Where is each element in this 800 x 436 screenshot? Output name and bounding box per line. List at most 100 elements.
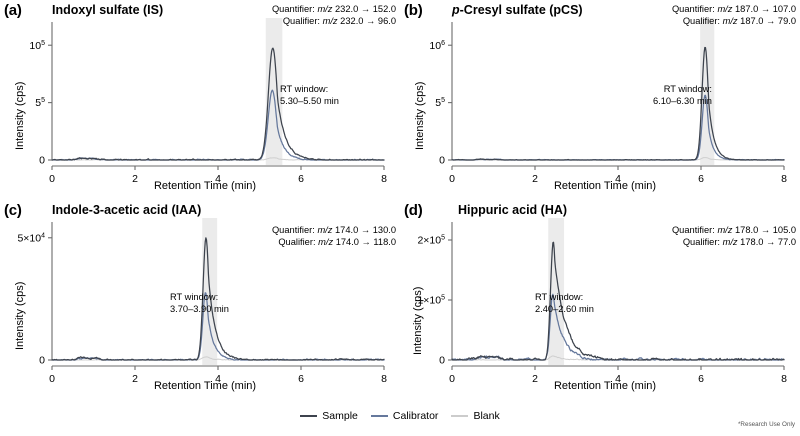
panel-d-x-axis-label: Retention Time (min) <box>553 380 657 392</box>
x-tick-label: 0 <box>49 173 55 185</box>
panel-d: (d) Hippuric acid (HA) Quantifier: m/z 1… <box>400 200 800 398</box>
panel-a-rt-window-annotation: RT window: 5.30–5.50 min <box>280 84 339 107</box>
mz-label: m/z <box>322 16 338 27</box>
legend-label-blank: Blank <box>473 410 500 422</box>
x-tick-label: 4 <box>215 173 221 185</box>
x-tick-label: 6 <box>698 173 704 185</box>
panel-d-rt-window-value: 2.40–2.60 min <box>535 303 594 314</box>
trace-sample <box>51 237 385 361</box>
footnote-research-use-only: *Research Use Only <box>737 421 795 428</box>
y-tick-label: 0 <box>439 155 445 167</box>
panel-d-mrm-transitions: Quantifier: m/z 178.0 → 105.0 Qualifier:… <box>672 224 796 248</box>
panel-a-mrm-transitions: Quantifier: m/z 232.0 → 152.0 Qualifier:… <box>272 3 396 27</box>
y-tick-label: 0 <box>39 155 45 167</box>
panel-a-title: Indoxyl sulfate (IS) <box>52 3 164 17</box>
x-tick-label: 0 <box>449 173 455 185</box>
trace-calibrator <box>451 94 785 161</box>
panel-a-quantifier: Quantifier: m/z 232.0 → 152.0 <box>271 4 396 14</box>
y-tick-label: 5×104 <box>17 232 45 244</box>
legend-swatch-calibrator <box>370 415 388 417</box>
x-tick-label: 2 <box>532 173 538 185</box>
panel-b-plot: 0 55 106 0 2 4 6 8 <box>429 18 787 185</box>
panel-d-y-axis-label: Intensity (cps) <box>412 286 424 355</box>
panel-b-title-italic-prefix: p <box>452 3 460 17</box>
panel-a-x-axis-label: Retention Time (min) <box>153 180 257 192</box>
legend: Sample Calibrator Blank <box>0 410 800 422</box>
x-tick-label: 4 <box>615 173 621 185</box>
panel-d-quantifier: Quantifier: m/z 178.0 → 105.0 <box>671 225 796 235</box>
y-tick-label: 1×105 <box>417 295 445 307</box>
x-tick-label: 6 <box>298 173 304 185</box>
panel-c-x-axis-label: Retention Time (min) <box>153 380 257 392</box>
panel-c-quantifier: Quantifier: m/z 174.0 → 130.0 <box>271 225 396 235</box>
panel-b-rt-window-label: RT window: <box>663 84 712 94</box>
panel-b-x-axis-label: Retention Time (min) <box>553 180 657 192</box>
panel-d-rt-window-label: RT window: <box>535 292 584 302</box>
panel-d-rt-window-annotation: RT window: 2.40–2.60 min <box>535 292 594 315</box>
panel-b-y-axis-label: Intensity (cps) <box>414 81 426 150</box>
panel-b: (b) p-Cresyl sulfate (pCS) Quantifier: m… <box>400 0 800 198</box>
y-tick-label: 0 <box>39 355 45 367</box>
panel-a-plot: 0 55 105 0 2 4 6 8 <box>29 18 387 185</box>
panel-a-rt-window-value: 5.30–5.50 min <box>280 95 339 106</box>
panel-b-quantifier: Quantifier: m/z 187.0 → 107.0 <box>671 4 796 14</box>
mz-label: m/z <box>722 237 738 248</box>
panel-d-letter: (d) <box>404 202 423 219</box>
panel-c-rt-window-label: RT window: <box>170 292 219 302</box>
x-tick-label: 0 <box>449 373 455 385</box>
panel-c-qualifier: Qualifier: m/z 174.0 → 118.0 <box>278 237 396 248</box>
panel-c-mrm-transitions: Quantifier: m/z 174.0 → 130.0 Qualifier:… <box>272 224 396 248</box>
mz-label: m/z <box>717 4 733 14</box>
legend-label-calibrator: Calibrator <box>392 410 439 422</box>
panel-b-letter: (b) <box>404 2 423 19</box>
y-tick-label: 105 <box>29 40 45 52</box>
panel-c: (c) Indole-3-acetic acid (IAA) Quantifie… <box>0 200 400 398</box>
legend-item-blank: Blank <box>451 410 500 422</box>
x-tick-label: 4 <box>215 373 221 385</box>
x-tick-label: 2 <box>532 373 538 385</box>
panel-c-y-axis-label: Intensity (cps) <box>14 281 26 350</box>
mz-label: m/z <box>722 16 738 27</box>
panel-c-title: Indole-3-acetic acid (IAA) <box>52 203 202 217</box>
trace-sample <box>451 46 785 161</box>
x-tick-label: 4 <box>615 373 621 385</box>
panel-a-letter: (a) <box>4 2 22 19</box>
x-tick-label: 2 <box>132 373 138 385</box>
panel-c-plot: 0 5×104 0 2 4 6 8 <box>17 218 387 385</box>
panel-a-y-axis-label: Intensity (cps) <box>14 81 26 150</box>
panel-b-rt-window-value: 6.10–6.30 min <box>653 95 712 106</box>
panel-a: (a) Indoxyl sulfate (IS) Quantifier: m/z… <box>0 0 400 198</box>
y-tick-label: 55 <box>35 97 45 109</box>
panel-c-rt-window-annotation: RT window: 3.70–3.90 min <box>170 292 229 315</box>
x-tick-label: 8 <box>781 373 787 385</box>
x-tick-label: 6 <box>698 373 704 385</box>
y-tick-label: 0 <box>439 355 445 367</box>
mz-label: m/z <box>318 237 334 248</box>
trace-sample <box>451 241 785 361</box>
mz-label: m/z <box>317 225 333 235</box>
panel-b-title-rest: -Cresyl sulfate (pCS) <box>459 3 583 17</box>
x-tick-label: 6 <box>298 373 304 385</box>
legend-item-sample: Sample <box>300 410 358 422</box>
legend-item-calibrator: Calibrator <box>370 410 439 422</box>
mz-label: m/z <box>317 4 333 14</box>
panel-d-title: Hippuric acid (HA) <box>458 203 568 217</box>
panel-b-mrm-transitions: Quantifier: m/z 187.0 → 107.0 Qualifier:… <box>672 3 796 27</box>
panel-d-qualifier: Qualifier: m/z 178.0 → 77.0 <box>682 237 796 248</box>
x-tick-label: 0 <box>49 373 55 385</box>
legend-swatch-sample <box>300 415 318 417</box>
y-tick-label: 106 <box>429 40 445 52</box>
panel-c-rt-window-value: 3.70–3.90 min <box>170 303 229 314</box>
legend-label-sample: Sample <box>322 410 358 422</box>
legend-swatch-blank <box>451 415 469 417</box>
panel-a-qualifier: Qualifier: m/z 232.0 → 96.0 <box>282 16 396 27</box>
x-tick-label: 2 <box>132 173 138 185</box>
x-tick-label: 8 <box>781 173 787 185</box>
panel-b-rt-window-annotation: RT window: 6.10–6.30 min <box>653 84 712 107</box>
panel-a-rt-window-label: RT window: <box>280 84 329 94</box>
panel-c-letter: (c) <box>4 202 22 219</box>
panel-b-qualifier: Qualifier: m/z 187.0 → 79.0 <box>682 16 796 27</box>
panel-b-title: p-Cresyl sulfate (pCS) <box>452 3 583 17</box>
y-tick-label: 2×105 <box>417 235 445 247</box>
